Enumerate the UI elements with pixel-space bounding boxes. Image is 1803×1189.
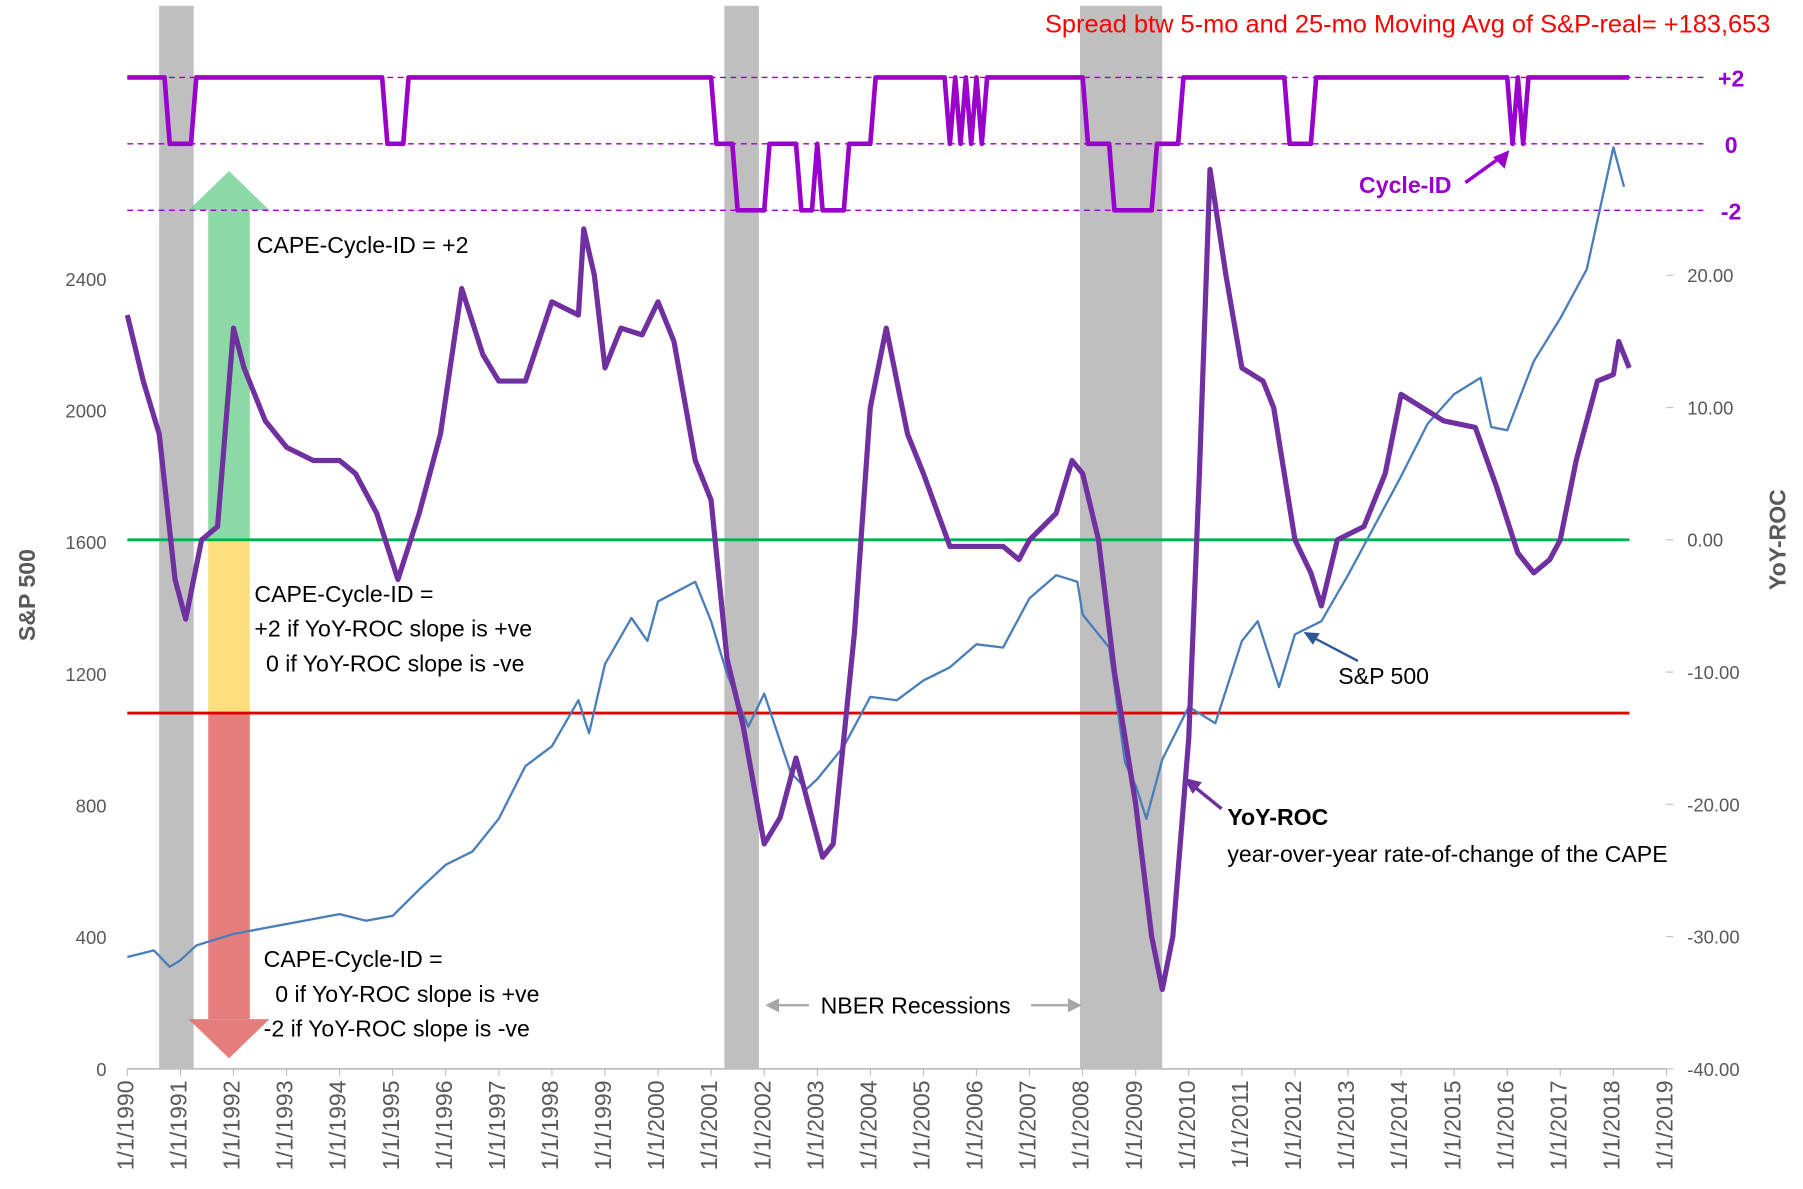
annotation: CAPE-Cycle-ID = +2 [257, 232, 469, 258]
x-tick-label: 1/1/1991 [166, 1080, 192, 1170]
cycle-tick-label: +2 [1718, 66, 1744, 92]
background-layer [159, 5, 1163, 1069]
y2-tick-label: 20.00 [1687, 265, 1733, 286]
series-label: S&P 500 [1338, 663, 1429, 689]
annotation: -2 if YoY-ROC slope is -ve [264, 1015, 530, 1041]
y2-tick-label: -10.00 [1687, 662, 1739, 683]
x-tick-label: 1/1/2014 [1386, 1080, 1412, 1170]
x-tick-label: 1/1/1999 [590, 1080, 616, 1170]
x-tick-label: 1/1/1998 [537, 1080, 563, 1170]
y-tick-label: 1600 [65, 532, 106, 553]
y2-tick-label: 0.00 [1687, 530, 1723, 551]
x-tick-label: 1/1/1993 [272, 1080, 298, 1170]
x-tick-label: 1/1/2001 [696, 1080, 722, 1170]
y-tick-label: 1200 [65, 664, 106, 685]
x-tick-label: 1/1/2006 [962, 1080, 988, 1170]
x-tick-label: 1/1/2005 [909, 1080, 935, 1170]
y2-tick-label: -20.00 [1687, 794, 1739, 815]
cycle-tick-label: -2 [1721, 199, 1742, 225]
x-tick-label: 1/1/1992 [219, 1080, 245, 1170]
x-tick-label: 1/1/2004 [855, 1080, 881, 1170]
x-tick-label: 1/1/1990 [112, 1080, 138, 1170]
annotation: 0 if YoY-ROC slope is +ve [275, 981, 539, 1007]
red-arrow [208, 712, 250, 1020]
x-tick-label: 1/1/1996 [431, 1080, 457, 1170]
y2-tick-label: -40.00 [1687, 1059, 1739, 1080]
annotation: CAPE-Cycle-ID = [264, 946, 443, 972]
y-axis-title: S&P 500 [14, 549, 40, 641]
chart-title: Spread btw 5-mo and 25-mo Moving Avg of … [1045, 10, 1770, 38]
x-tick-label: 1/1/2019 [1652, 1080, 1678, 1170]
x-tick-label: 1/1/2015 [1439, 1080, 1465, 1170]
x-tick-label: 1/1/2013 [1333, 1080, 1359, 1170]
y-tick-label: 2400 [65, 269, 106, 290]
x-tick-label: 1/1/1997 [484, 1080, 510, 1170]
x-tick-label: 1/1/2011 [1227, 1080, 1253, 1168]
x-tick-label: 1/1/2009 [1121, 1080, 1147, 1170]
y2-axis-title: YoY-ROC [1764, 489, 1790, 590]
series-label-arrow [1464, 154, 1504, 184]
recession-band [724, 5, 759, 1069]
red-arrowhead [188, 1019, 270, 1059]
arrowhead [765, 998, 780, 1013]
series-line [127, 75, 1630, 213]
x-tick-label: 1/1/2012 [1280, 1080, 1306, 1170]
x-tick-label: 1/1/1995 [378, 1080, 404, 1170]
recession-label: NBER Recessions [821, 992, 1011, 1018]
annotation: 0 if YoY-ROC slope is -ve [266, 650, 524, 676]
x-tick-label: 1/1/2002 [749, 1080, 775, 1170]
y2-tick-label: -30.00 [1687, 927, 1739, 948]
arrowhead [1067, 998, 1082, 1013]
arrowhead [1493, 150, 1510, 169]
annotation: year-over-year rate-of-change of the CAP… [1227, 841, 1667, 867]
x-tick-label: 1/1/2017 [1545, 1080, 1571, 1170]
arrowhead [1183, 777, 1202, 794]
series-line [124, 166, 1632, 993]
y-tick-label: 0 [96, 1059, 106, 1080]
y-tick-label: 800 [76, 795, 107, 816]
y2-tick-label: 10.00 [1687, 397, 1733, 418]
x-tick-label: 1/1/2018 [1598, 1080, 1624, 1170]
x-tick-label: 1/1/2007 [1015, 1080, 1041, 1170]
x-tick-label: 1/1/2003 [802, 1080, 828, 1170]
series-line [127, 146, 1626, 968]
x-tick-label: 1/1/1994 [325, 1080, 351, 1170]
x-tick-label: 1/1/2016 [1492, 1080, 1518, 1170]
arrowhead [1303, 632, 1320, 645]
y-tick-label: 400 [76, 927, 107, 948]
green-arrowhead [188, 171, 270, 211]
series-label: Cycle-ID [1359, 172, 1451, 198]
x-tick-label: 1/1/2010 [1174, 1080, 1200, 1170]
recession-band [159, 5, 194, 1069]
series-label: YoY-ROC [1227, 804, 1328, 830]
plot-layer: 1/1/1990 1/1/1991 1/1/1992 1/1/1993 1/1/1994… [65, 66, 1744, 1171]
yellow-band [208, 539, 250, 713]
x-tick-label: 1/1/2000 [643, 1080, 669, 1170]
y-tick-label: 2000 [65, 401, 106, 422]
annotation: CAPE-Cycle-ID = [254, 581, 433, 607]
series-label-arrow [1308, 634, 1359, 662]
x-tick-label: 1/1/2008 [1068, 1080, 1094, 1170]
annotation: +2 if YoY-ROC slope is +ve [254, 616, 532, 642]
cycle-tick-label: 0 [1725, 132, 1738, 158]
